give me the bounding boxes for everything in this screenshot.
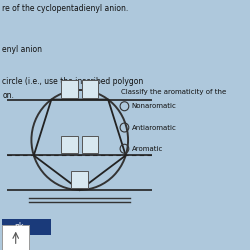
Text: nk: nk (14, 222, 24, 231)
Bar (2, 225, 29, 250)
Bar (61, 80, 78, 98)
Text: re of the cyclopentadienyl anion.: re of the cyclopentadienyl anion. (2, 4, 129, 13)
Text: Nonaromatic: Nonaromatic (132, 103, 176, 109)
Text: Aromatic: Aromatic (132, 146, 163, 152)
Bar (61, 136, 78, 154)
Text: Antiaromatic: Antiaromatic (132, 124, 176, 130)
Bar (82, 80, 98, 98)
Text: enyl anion: enyl anion (2, 45, 42, 54)
Text: on.: on. (2, 91, 14, 100)
Text: Classify the aromaticity of the: Classify the aromaticity of the (121, 89, 226, 95)
Bar (2, 219, 51, 235)
Bar (71, 170, 88, 188)
Text: circle (i.e., use the inscribed polygon: circle (i.e., use the inscribed polygon (2, 78, 144, 86)
Bar (82, 136, 98, 154)
